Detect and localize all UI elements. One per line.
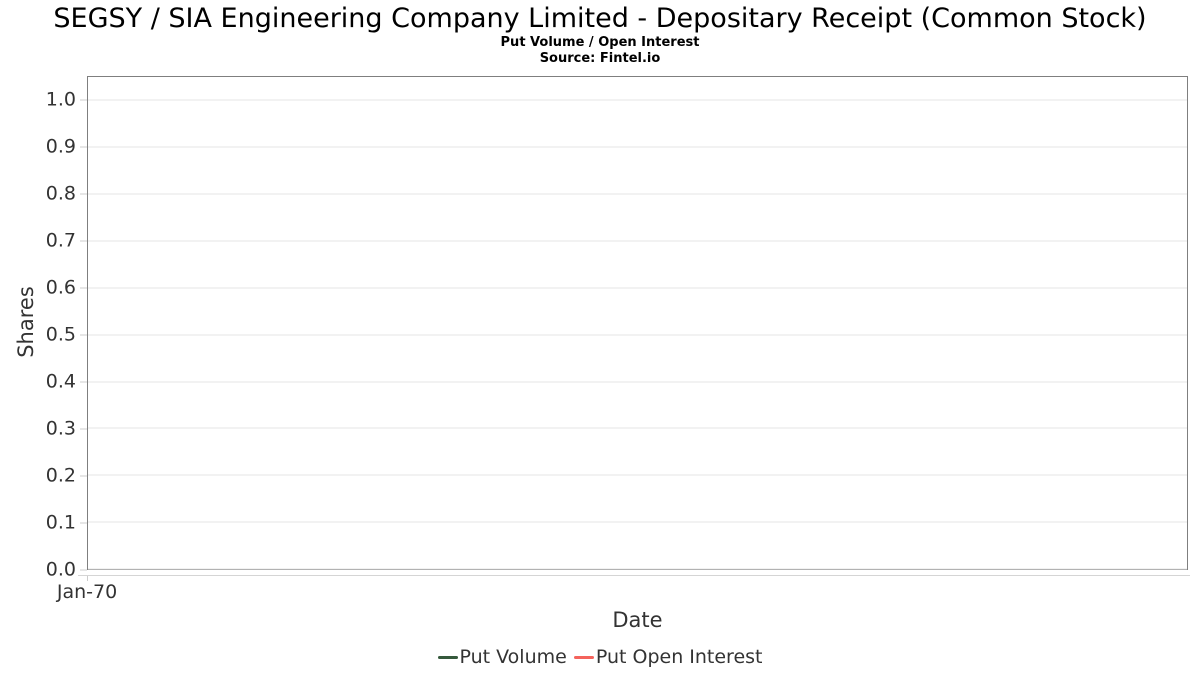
gridline	[88, 99, 1187, 101]
gridline	[88, 193, 1187, 195]
gridline	[88, 334, 1187, 336]
y-tick-label: 0.0	[45, 558, 76, 581]
y-tick-label: 0.5	[45, 323, 76, 346]
legend-label: Put Volume	[459, 646, 567, 668]
legend-dash-icon	[437, 655, 458, 659]
y-axis-labels: 0.0 0.1 0.2 0.3 0.4 0.5 0.6 0.7 0.8 0.9 1.0	[0, 76, 76, 579]
y-tick-mark	[80, 475, 87, 477]
y-tick-mark	[80, 287, 87, 289]
x-tick-label: Jan-70	[56, 581, 118, 603]
y-tick-label: 0.2	[45, 464, 76, 487]
gridline	[88, 287, 1187, 289]
plot-area	[87, 76, 1188, 570]
x-axis-line	[78, 575, 1190, 576]
y-tick-label: 0.3	[45, 417, 76, 440]
y-tick-mark	[80, 334, 87, 336]
y-tick-mark	[80, 99, 87, 101]
y-tick-mark	[80, 240, 87, 242]
gridline	[88, 240, 1187, 242]
chart-source-label: Source: Fintel.io	[539, 51, 661, 66]
legend-dash-icon	[573, 655, 594, 659]
x-axis-tick-mark	[87, 576, 88, 581]
legend: Put Volume Put Open Interest	[0, 646, 1200, 668]
gridline	[88, 568, 1187, 570]
x-axis-title: Date	[612, 608, 663, 632]
y-tick-label: 0.8	[45, 182, 76, 205]
legend-item-put-volume[interactable]: Put Volume	[437, 646, 567, 668]
legend-item-put-open-interest[interactable]: Put Open Interest	[573, 646, 763, 668]
y-tick-label: 1.0	[45, 88, 76, 111]
chart-subtitle: Put Volume / Open Interest	[500, 35, 700, 50]
gridline	[88, 474, 1187, 476]
y-axis-tick-marks	[80, 76, 87, 571]
gridline	[88, 146, 1187, 148]
y-tick-label: 0.9	[45, 135, 76, 158]
y-tick-label: 0.6	[45, 276, 76, 299]
y-tick-label: 0.7	[45, 229, 76, 252]
chart-title: SEGSY / SIA Engineering Company Limited …	[53, 3, 1147, 34]
legend-label: Put Open Interest	[595, 646, 763, 668]
y-tick-mark	[80, 569, 87, 571]
y-tick-mark	[80, 522, 87, 524]
gridline	[88, 521, 1187, 523]
y-tick-mark	[80, 146, 87, 148]
gridline	[88, 381, 1187, 383]
y-tick-label: 0.1	[45, 511, 76, 534]
y-tick-label: 0.4	[45, 370, 76, 393]
y-tick-mark	[80, 381, 87, 383]
gridline	[88, 427, 1187, 429]
y-tick-mark	[80, 428, 87, 430]
y-tick-mark	[80, 193, 87, 195]
